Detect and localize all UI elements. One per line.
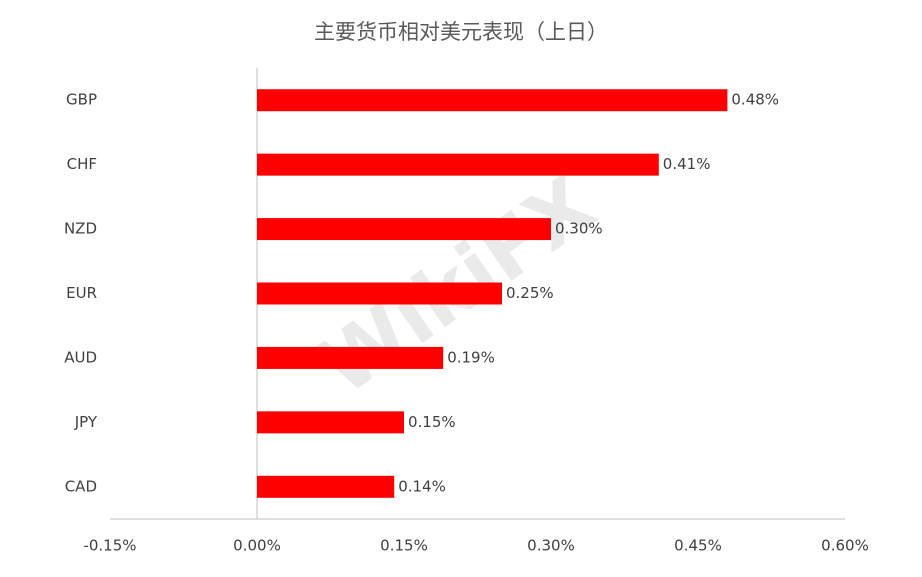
y-tick-label: JPY (74, 413, 98, 431)
value-label: 0.25% (506, 284, 554, 302)
y-tick-label: EUR (66, 284, 97, 302)
bar (257, 475, 395, 498)
chart-title: 主要货币相对美元表现（上日） (314, 20, 608, 44)
value-label: 0.41% (663, 155, 711, 173)
x-tick-label: 0.60% (821, 537, 869, 555)
y-tick-label: CHF (67, 155, 97, 173)
y-tick-label: CAD (65, 477, 97, 495)
value-label: 0.19% (447, 348, 495, 366)
y-tick-label: GBP (66, 91, 97, 109)
x-tick-label: 0.00% (233, 537, 281, 555)
value-label: 0.15% (408, 413, 456, 431)
bar (257, 218, 551, 241)
bar (257, 282, 502, 305)
x-tick-label: 0.45% (674, 537, 722, 555)
x-tick-label: -0.15% (83, 537, 136, 555)
value-label: 0.30% (555, 220, 603, 238)
y-tick-label: AUD (64, 348, 97, 366)
x-tick-label: 0.30% (527, 537, 575, 555)
bar (257, 153, 659, 176)
value-label: 0.48% (731, 91, 779, 109)
x-tick-label: 0.15% (380, 537, 428, 555)
y-tick-label: NZD (64, 220, 97, 238)
bar (257, 411, 404, 434)
bar (257, 346, 444, 369)
value-label: 0.14% (398, 477, 446, 495)
bar (257, 89, 728, 112)
